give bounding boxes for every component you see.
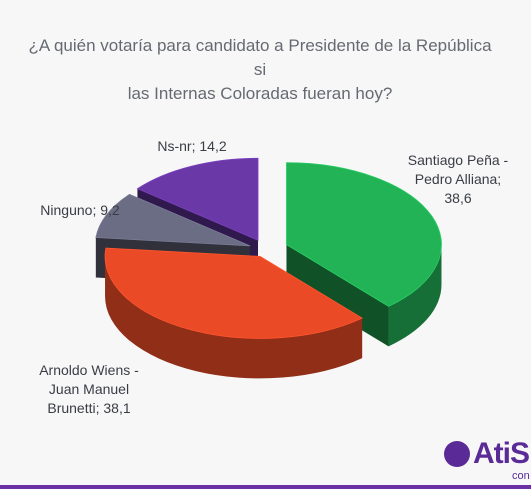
slice-top [286, 162, 442, 307]
pie-slice-2 [104, 247, 363, 379]
slice-label-line: 38,6 [444, 190, 471, 206]
slice-side-face [286, 244, 389, 347]
slice-wall [388, 244, 442, 347]
slice-label-2: Arnoldo Wiens - Juan Manuel Brunetti; 38,1 [39, 362, 139, 416]
logo-text: AtiSn [473, 437, 531, 470]
brand-logo: AtiSn [444, 434, 531, 474]
slice-top [95, 193, 251, 247]
slice-label-line: Ninguno; 9,2 [40, 202, 120, 218]
slice-label-line: Brunetti; 38,1 [47, 400, 130, 416]
slice-label-line: Santiago Peña - [408, 152, 509, 168]
title-line-2: las Internas Coloradas fueran hoy? [127, 84, 393, 103]
slice-label-1: Santiago Peña - Pedro Alliana; 38,6 [408, 152, 509, 206]
slice-label-line: Arnoldo Wiens - [39, 362, 139, 378]
title-line-1: ¿A quién votaría para candidato a Presid… [28, 36, 492, 79]
slice-label-4: Ns-nr; 14,2 [157, 138, 226, 154]
logo-mark-icon [444, 441, 470, 467]
slice-label-line: Juan Manuel [49, 381, 129, 397]
footer-bar [0, 485, 531, 489]
slice-top [136, 157, 259, 241]
slice-top [104, 247, 363, 339]
chart-title: ¿A quién votaría para candidato a Presid… [20, 34, 500, 106]
slice-wall [105, 256, 363, 379]
logo-subtext: con [512, 470, 530, 482]
slice-label-line: Ns-nr; 14,2 [157, 138, 226, 154]
slice-label-3: Ninguno; 9,2 [40, 202, 120, 218]
pie-slice-1 [286, 162, 442, 347]
slice-label-line: Pedro Alliana; [415, 171, 501, 187]
